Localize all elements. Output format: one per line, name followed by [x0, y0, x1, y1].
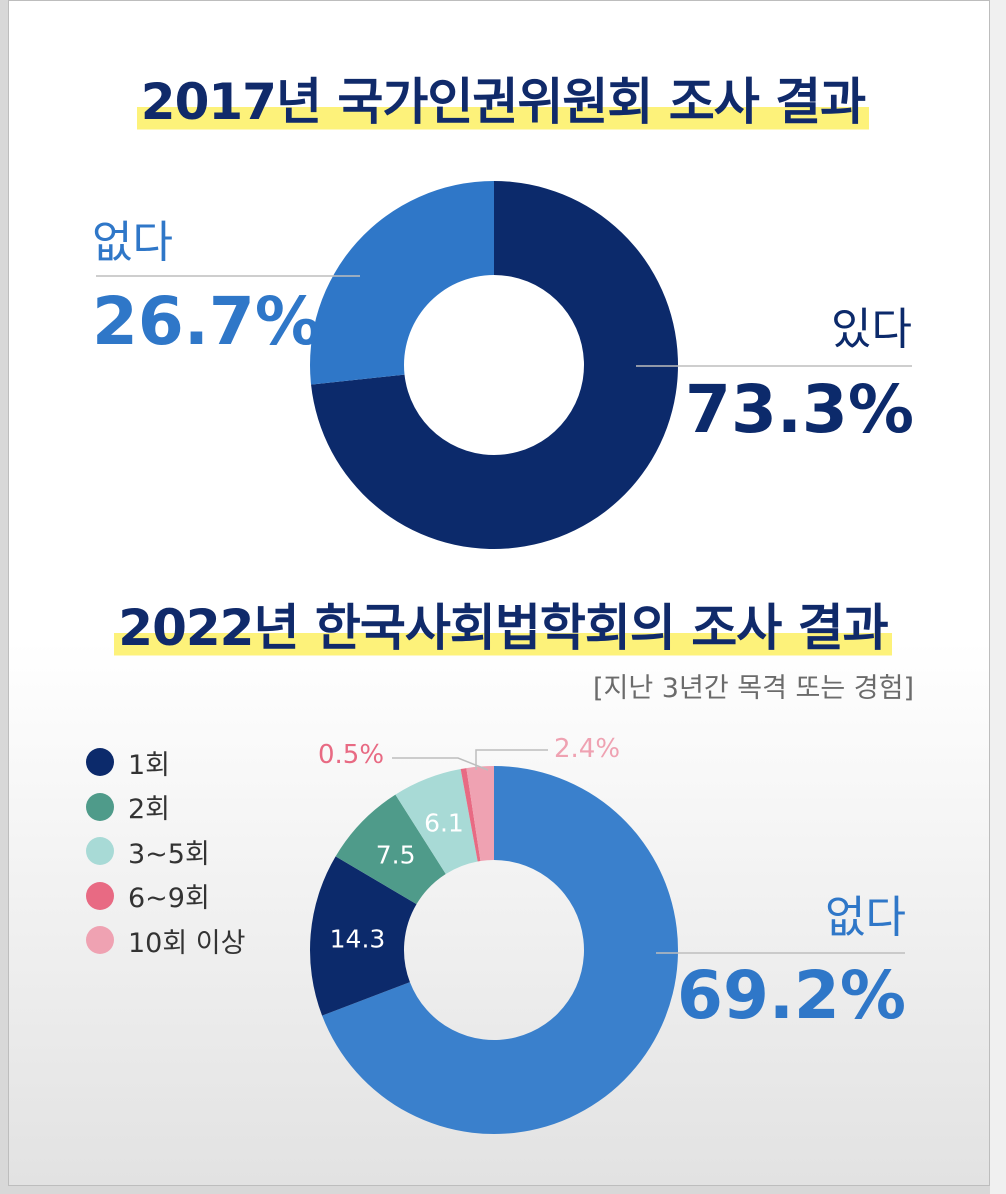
- label-eopda-2022-value: 69.2%: [677, 957, 906, 1034]
- label-itda-2017-value: 73.3%: [685, 371, 914, 448]
- legend-label-2: 2회: [128, 794, 171, 826]
- legend-label-1: 1회: [128, 749, 171, 781]
- donut-2017-slice-itda: [311, 181, 678, 549]
- donut-2022-slice-label-2: 7.5: [376, 841, 416, 870]
- donut-2022-slice-10plus: [466, 766, 494, 862]
- legend-dot-5: [86, 926, 114, 955]
- label-eopda-2022-text: 없다: [825, 892, 906, 943]
- donut-2022-slice-label-1: 14.3: [330, 924, 386, 953]
- label-6-9-value: 0.5%: [318, 740, 385, 770]
- legend-dot-3: [86, 837, 114, 866]
- bottom-chart-subtitle: [지난 3년간 목격 또는 경험]: [593, 673, 914, 704]
- legend-item-2: 2회: [86, 785, 245, 830]
- label-eopda-2017-text: 없다: [92, 215, 173, 271]
- legend-dot-4: [86, 881, 114, 910]
- donut-2022-slice-6-9: [460, 768, 481, 862]
- legend-item-1: 1회: [86, 740, 245, 785]
- top-title-wrap: 2017년 국가인권위원회 조사 결과: [0, 72, 1006, 132]
- legend-item-3: 3~5회: [86, 829, 245, 874]
- callout-line-0-5: [392, 757, 489, 771]
- label-eopda-2017-value: 26.7%: [92, 283, 321, 360]
- donut-2022-slice-label-3-5: 6.1: [424, 808, 464, 837]
- legend-item-4: 6~9회: [86, 874, 245, 919]
- donut-2022-slice-3-5: [395, 769, 478, 875]
- legend-label-3: 3~5회: [128, 838, 210, 870]
- callout-line-2-4: [475, 749, 548, 770]
- label-10plus-value: 2.4%: [554, 734, 621, 764]
- bottom-title-wrap: 2022년 한국사회법학회의 조사 결과: [0, 598, 1006, 658]
- donut-2022-slice-eopda: [322, 766, 678, 1134]
- top-chart-title: 2017년 국가인권위원회 조사 결과: [136, 72, 870, 132]
- bottom-chart-title: 2022년 한국사회법학회의 조사 결과: [114, 598, 892, 658]
- legend-label-5: 10회 이상: [128, 927, 246, 959]
- donut-2022-slice-2: [335, 794, 446, 905]
- legend-label-4: 6~9회: [128, 883, 210, 915]
- donut-2017-slice-eopda: [310, 181, 494, 385]
- donut-2022-slice-1: [310, 856, 417, 1016]
- legend-dot-1: [86, 748, 114, 777]
- legend-2022: 1회 2회 3~5회 6~9회 10회 이상: [86, 740, 245, 963]
- side-strip: [990, 0, 1006, 1194]
- legend-item-5: 10회 이상: [86, 918, 245, 963]
- label-itda-2017-text: 있다: [831, 304, 912, 355]
- legend-dot-2: [86, 792, 114, 821]
